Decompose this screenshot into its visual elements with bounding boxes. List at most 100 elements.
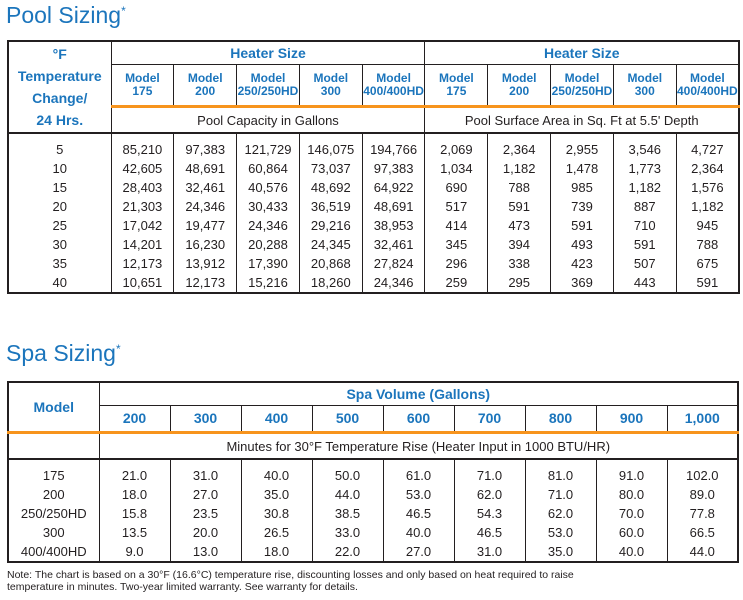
title-text: Spa Sizing <box>6 340 116 366</box>
value-cell: 146,075 <box>298 133 363 159</box>
value-cell: 9.0 <box>98 542 171 562</box>
group-header: Heater Size <box>110 41 426 65</box>
value-cell: 1,576 <box>675 178 740 197</box>
value-cell: 54.3 <box>453 504 526 523</box>
value-cell: 77.8 <box>666 504 739 523</box>
value-cell: 35.0 <box>524 542 597 562</box>
model-header: Model 250/250HD <box>236 64 300 108</box>
value-cell: 194,766 <box>361 133 426 159</box>
subheader: Pool Surface Area in Sq. Ft at 5.5' Dept… <box>424 106 740 134</box>
model-header: Model 200 <box>487 64 552 108</box>
value-cell: 945 <box>675 216 740 235</box>
model-cell: 250/250HD <box>7 504 100 523</box>
data-row: 40 10,651 12,173 15,216 18,260 24,346 259 295 36… <box>7 273 740 293</box>
data-row: 30 14,201 16,230 20,288 24,345 32,461 345 394 49… <box>7 235 740 254</box>
value-cell: 20,868 <box>298 254 363 273</box>
data-row: 10 42,605 48,691 60,864 73,037 97,383 1,034 1,1… <box>7 159 740 178</box>
volume-header: 700 <box>453 405 526 434</box>
model-header: Model 300 <box>612 64 677 108</box>
value-cell: 13.0 <box>169 542 242 562</box>
value-cell: 18,260 <box>298 273 363 293</box>
value-cell: 2,069 <box>424 133 489 159</box>
value-cell: 48,692 <box>298 178 363 197</box>
model-cell: 200 <box>7 485 100 504</box>
value-cell: 62.0 <box>453 485 526 504</box>
value-cell: 97,383 <box>173 133 238 159</box>
model-label: Model <box>501 71 537 85</box>
value-cell: 13.5 <box>98 523 171 542</box>
group-header: Spa Volume (Gallons) <box>98 382 739 406</box>
value-cell: 21,303 <box>110 197 175 216</box>
model-number: 250/250HD <box>551 84 613 98</box>
temp-header: °F Temperature Change/24 Hrs. <box>7 41 112 134</box>
value-cell: 10,651 <box>110 273 175 293</box>
volume-header: 300 <box>169 405 242 434</box>
model-header: Model <box>7 382 100 434</box>
volume-header: 600 <box>382 405 455 434</box>
value-cell: 23.5 <box>169 504 242 523</box>
value-cell: 24,346 <box>236 216 300 235</box>
value-cell: 17,042 <box>110 216 175 235</box>
value-cell: 89.0 <box>666 485 739 504</box>
value-cell: 30,433 <box>236 197 300 216</box>
model-number: 400/400HD <box>363 84 424 98</box>
volume-header: 400 <box>240 405 313 434</box>
value-cell: 33.0 <box>311 523 384 542</box>
value-cell: 259 <box>424 273 489 293</box>
value-cell: 710 <box>612 216 677 235</box>
value-cell: 61.0 <box>382 459 455 485</box>
value-cell: 26.5 <box>240 523 313 542</box>
note: Note: The chart is based on a 30°F (16.6… <box>7 569 574 593</box>
value-cell: 591 <box>550 216 614 235</box>
value-cell: 15,216 <box>236 273 300 293</box>
value-cell: 50.0 <box>311 459 384 485</box>
value-cell: 591 <box>487 197 552 216</box>
data-row: 175 21.0 31.0 40.0 50.0 61.0 71.0 81.0 91.0 102.0 <box>7 459 739 485</box>
value-cell: 338 <box>487 254 552 273</box>
title-mark: * <box>115 342 121 356</box>
value-cell: 3,546 <box>612 133 677 159</box>
value-cell: 1,034 <box>424 159 489 178</box>
value-cell: 443 <box>612 273 677 293</box>
value-cell: 81.0 <box>524 459 597 485</box>
subheader-row: Pool Capacity in Gallons Pool Surface Are… <box>8 106 740 134</box>
model-label: Model <box>250 71 286 85</box>
data-row: 200 18.0 27.0 35.0 44.0 53.0 62.0 71.0 80.0 89.0 <box>7 485 739 504</box>
value-cell: 12,173 <box>110 254 175 273</box>
model-number: 250/250HD <box>237 84 299 98</box>
group-header: Heater Size <box>424 41 740 65</box>
model-label: Model <box>313 71 349 85</box>
value-cell: 18.0 <box>240 542 313 562</box>
value-cell: 507 <box>612 254 677 273</box>
pool-title: Pool Sizing* <box>6 2 126 29</box>
value-cell: 46.5 <box>382 504 455 523</box>
value-cell: 2,364 <box>675 159 740 178</box>
value-cell: 591 <box>612 235 677 254</box>
model-header: Model 175 <box>110 64 175 108</box>
value-cell: 22.0 <box>311 542 384 562</box>
title-text: Pool Sizing <box>6 2 122 28</box>
value-cell: 394 <box>487 235 552 254</box>
data-row: 300 13.5 20.0 26.5 33.0 40.0 46.5 53.0 60.0 66.5 <box>7 523 739 542</box>
temp-cell: 5 <box>7 133 112 159</box>
temp-cell: 30 <box>7 235 112 254</box>
data-row: 400/400HD 9.0 13.0 18.0 22.0 27.0 31.0 35.0 40.0… <box>7 542 739 562</box>
value-cell: 38.5 <box>311 504 384 523</box>
value-cell: 788 <box>487 178 552 197</box>
value-cell: 60.0 <box>595 523 668 542</box>
value-cell: 27.0 <box>169 485 242 504</box>
value-cell: 295 <box>487 273 552 293</box>
value-cell: 675 <box>675 254 740 273</box>
value-cell: 24,346 <box>361 273 426 293</box>
temp-cell: 25 <box>7 216 112 235</box>
value-cell: 13,912 <box>173 254 238 273</box>
volume-header: 1,000 <box>666 405 739 434</box>
blank-cell <box>7 432 100 460</box>
value-cell: 1,478 <box>550 159 614 178</box>
model-label: Model <box>187 71 223 85</box>
value-cell: 28,403 <box>110 178 175 197</box>
volume-header: 200 <box>98 405 171 434</box>
value-cell: 12,173 <box>173 273 238 293</box>
model-label: Model <box>376 71 411 85</box>
